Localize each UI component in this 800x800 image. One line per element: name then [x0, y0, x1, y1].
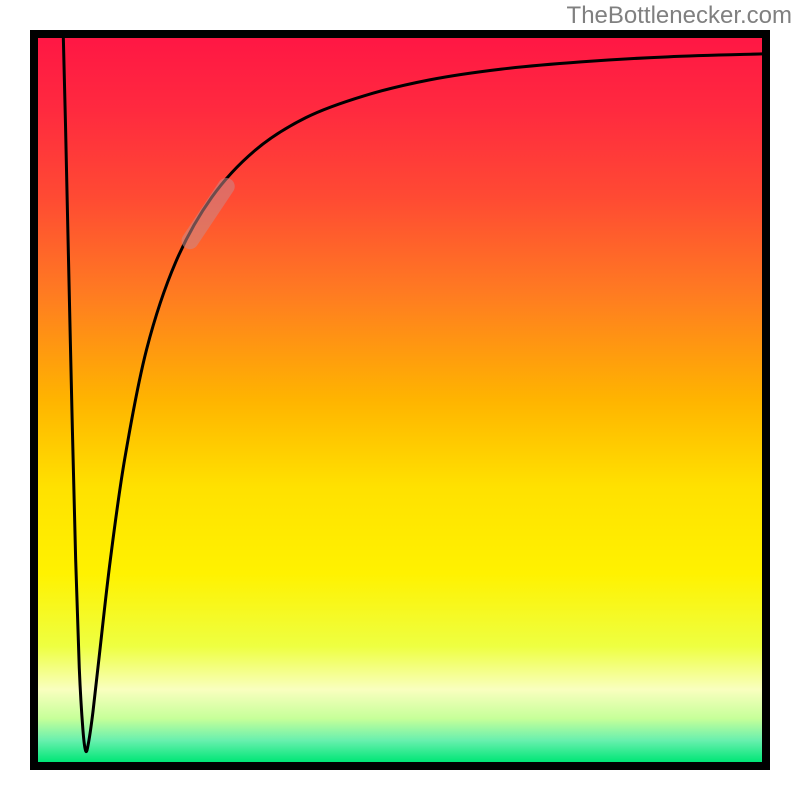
watermark-text: TheBottlenecker.com — [567, 2, 792, 30]
chart-stage: TheBottlenecker.com — [0, 0, 800, 800]
plot-border — [30, 30, 770, 770]
